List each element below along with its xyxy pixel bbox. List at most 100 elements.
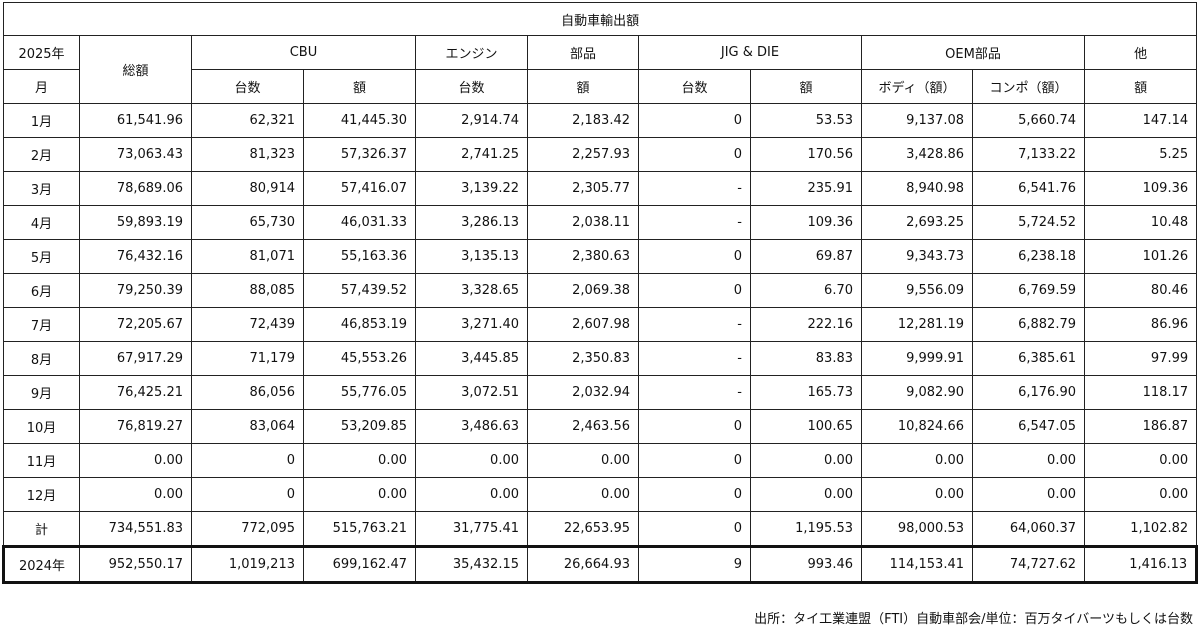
table-cell: 3,328.65 <box>415 273 528 308</box>
table-cell: 0.00 <box>750 443 862 478</box>
row-label: 10月 <box>3 409 80 444</box>
table-row: 2月 73,063.43 81,323 57,326.37 2,741.25 2,257.… <box>3 137 1198 172</box>
table-cell: 0.00 <box>79 477 192 512</box>
month-header: 月 <box>3 69 80 104</box>
table-cell: 79,250.39 <box>79 273 192 308</box>
table-row: 1月 61,541.96 62,321 41,445.30 2,914.74 2,183.… <box>3 103 1198 138</box>
row-label: 6月 <box>3 273 80 308</box>
table-cell: 0.00 <box>972 443 1085 478</box>
table-cell: 45,553.26 <box>303 341 416 376</box>
table-cell: 100.65 <box>750 409 862 444</box>
table-cell: 6,385.61 <box>972 341 1085 376</box>
table-cell: 0 <box>638 477 751 512</box>
table-row: 5月 76,432.16 81,071 55,163.36 3,135.13 2,380.… <box>3 239 1198 274</box>
sub-header: 額 <box>527 69 639 104</box>
table-cell: 165.73 <box>750 375 862 410</box>
row-label: 計 <box>3 511 80 547</box>
parts-header: 部品 <box>527 35 639 70</box>
table-cell: 10.48 <box>1083 205 1198 240</box>
table-cell: 86,056 <box>191 375 304 410</box>
table-cell: 22,653.95 <box>527 511 639 547</box>
table-cell: 0.00 <box>527 443 639 478</box>
table-cell: - <box>638 375 751 410</box>
table-cell: 101.26 <box>1083 239 1198 274</box>
table-row: 4月 59,893.19 65,730 46,031.33 3,286.13 2,038.… <box>3 205 1198 240</box>
sub-header: 額 <box>1083 69 1198 104</box>
table-cell: 2,305.77 <box>527 171 639 206</box>
table-cell: 3,286.13 <box>415 205 528 240</box>
table-cell: 80.46 <box>1083 273 1198 308</box>
sub-header: 額 <box>750 69 862 104</box>
table-cell: 67,917.29 <box>79 341 192 376</box>
table-cell: 0.00 <box>972 477 1085 512</box>
row-label: 5月 <box>3 239 80 274</box>
table-cell: 72,205.67 <box>79 307 192 342</box>
sub-header: 台数 <box>415 69 528 104</box>
table-cell: - <box>638 341 751 376</box>
table-cell: 9,137.08 <box>861 103 973 138</box>
table-cell: 0 <box>638 239 751 274</box>
table-cell: 2,350.83 <box>527 341 639 376</box>
table-cell: 53,209.85 <box>303 409 416 444</box>
table-cell: 76,819.27 <box>79 409 192 444</box>
table-cell: 6.70 <box>750 273 862 308</box>
table-cell: 3,445.85 <box>415 341 528 376</box>
engine-header: エンジン <box>415 35 528 70</box>
table-cell: 170.56 <box>750 137 862 172</box>
table-cell: 2,257.93 <box>527 137 639 172</box>
table-cell: 81,323 <box>191 137 304 172</box>
table-cell: 699,162.47 <box>303 545 416 584</box>
table-cell: 0.00 <box>750 477 862 512</box>
table-cell: 2,741.25 <box>415 137 528 172</box>
table-cell: 734,551.83 <box>79 511 192 547</box>
table-cell: 5,660.74 <box>972 103 1085 138</box>
table-cell: 147.14 <box>1083 103 1198 138</box>
table-cell: 9,556.09 <box>861 273 973 308</box>
table-cell: 26,664.93 <box>527 545 639 584</box>
table-cell: 222.16 <box>750 307 862 342</box>
table-cell: 2,463.56 <box>527 409 639 444</box>
table-cell: 6,882.79 <box>972 307 1085 342</box>
table-cell: 0 <box>191 443 304 478</box>
export-table: 自動車輸出額 2025年 総額 CBU エンジン 部品 JIG & DIE OE… <box>2 2 1199 584</box>
table-cell: 35,432.15 <box>415 545 528 584</box>
table-row: 11月 0.00 0 0.00 0.00 0.00 0 0.00 0.00 0.00 0.00 <box>3 443 1198 478</box>
table-cell: 3,271.40 <box>415 307 528 342</box>
table-cell: 9 <box>638 545 751 584</box>
total-row: 計 734,551.83 772,095 515,763.21 31,775.41 22,… <box>3 511 1198 547</box>
table-cell: 46,853.19 <box>303 307 416 342</box>
table-cell: 5,724.52 <box>972 205 1085 240</box>
table-title: 自動車輸出額 <box>2 2 1198 36</box>
table-cell: 3,139.22 <box>415 171 528 206</box>
table-cell: 0 <box>638 409 751 444</box>
table-cell: 0.00 <box>861 443 973 478</box>
table-cell: 3,428.86 <box>861 137 973 172</box>
table-cell: 6,541.76 <box>972 171 1085 206</box>
table-cell: 46,031.33 <box>303 205 416 240</box>
table-cell: 72,439 <box>191 307 304 342</box>
table-cell: 57,416.07 <box>303 171 416 206</box>
table-row: 3月 78,689.06 80,914 57,416.07 3,139.22 2,305.… <box>3 171 1198 206</box>
table-cell: 65,730 <box>191 205 304 240</box>
table-cell: 62,321 <box>191 103 304 138</box>
table-cell: 0.00 <box>303 443 416 478</box>
table-cell: 8,940.98 <box>861 171 973 206</box>
table-cell: 0 <box>191 477 304 512</box>
table-cell: 0.00 <box>1083 477 1198 512</box>
table-cell: 86.96 <box>1083 307 1198 342</box>
table-row: 6月 79,250.39 88,085 57,439.52 3,328.65 2,069.… <box>3 273 1198 308</box>
table-cell: 2,038.11 <box>527 205 639 240</box>
row-label: 2月 <box>3 137 80 172</box>
table-cell: 71,179 <box>191 341 304 376</box>
table-cell: 0 <box>638 273 751 308</box>
row-label: 1月 <box>3 103 80 138</box>
table-cell: 0 <box>638 137 751 172</box>
table-cell: - <box>638 307 751 342</box>
year-header: 2025年 <box>3 35 80 70</box>
table-cell: 186.87 <box>1083 409 1198 444</box>
table-cell: 1,416.13 <box>1083 545 1199 584</box>
table-cell: 235.91 <box>750 171 862 206</box>
table-cell: 5.25 <box>1083 137 1198 172</box>
table-cell: 88,085 <box>191 273 304 308</box>
table-cell: 2,069.38 <box>527 273 639 308</box>
